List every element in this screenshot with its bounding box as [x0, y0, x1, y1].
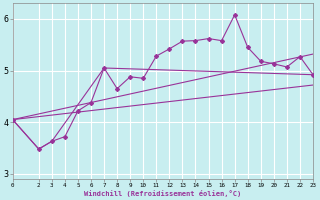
- X-axis label: Windchill (Refroidissement éolien,°C): Windchill (Refroidissement éolien,°C): [84, 190, 242, 197]
